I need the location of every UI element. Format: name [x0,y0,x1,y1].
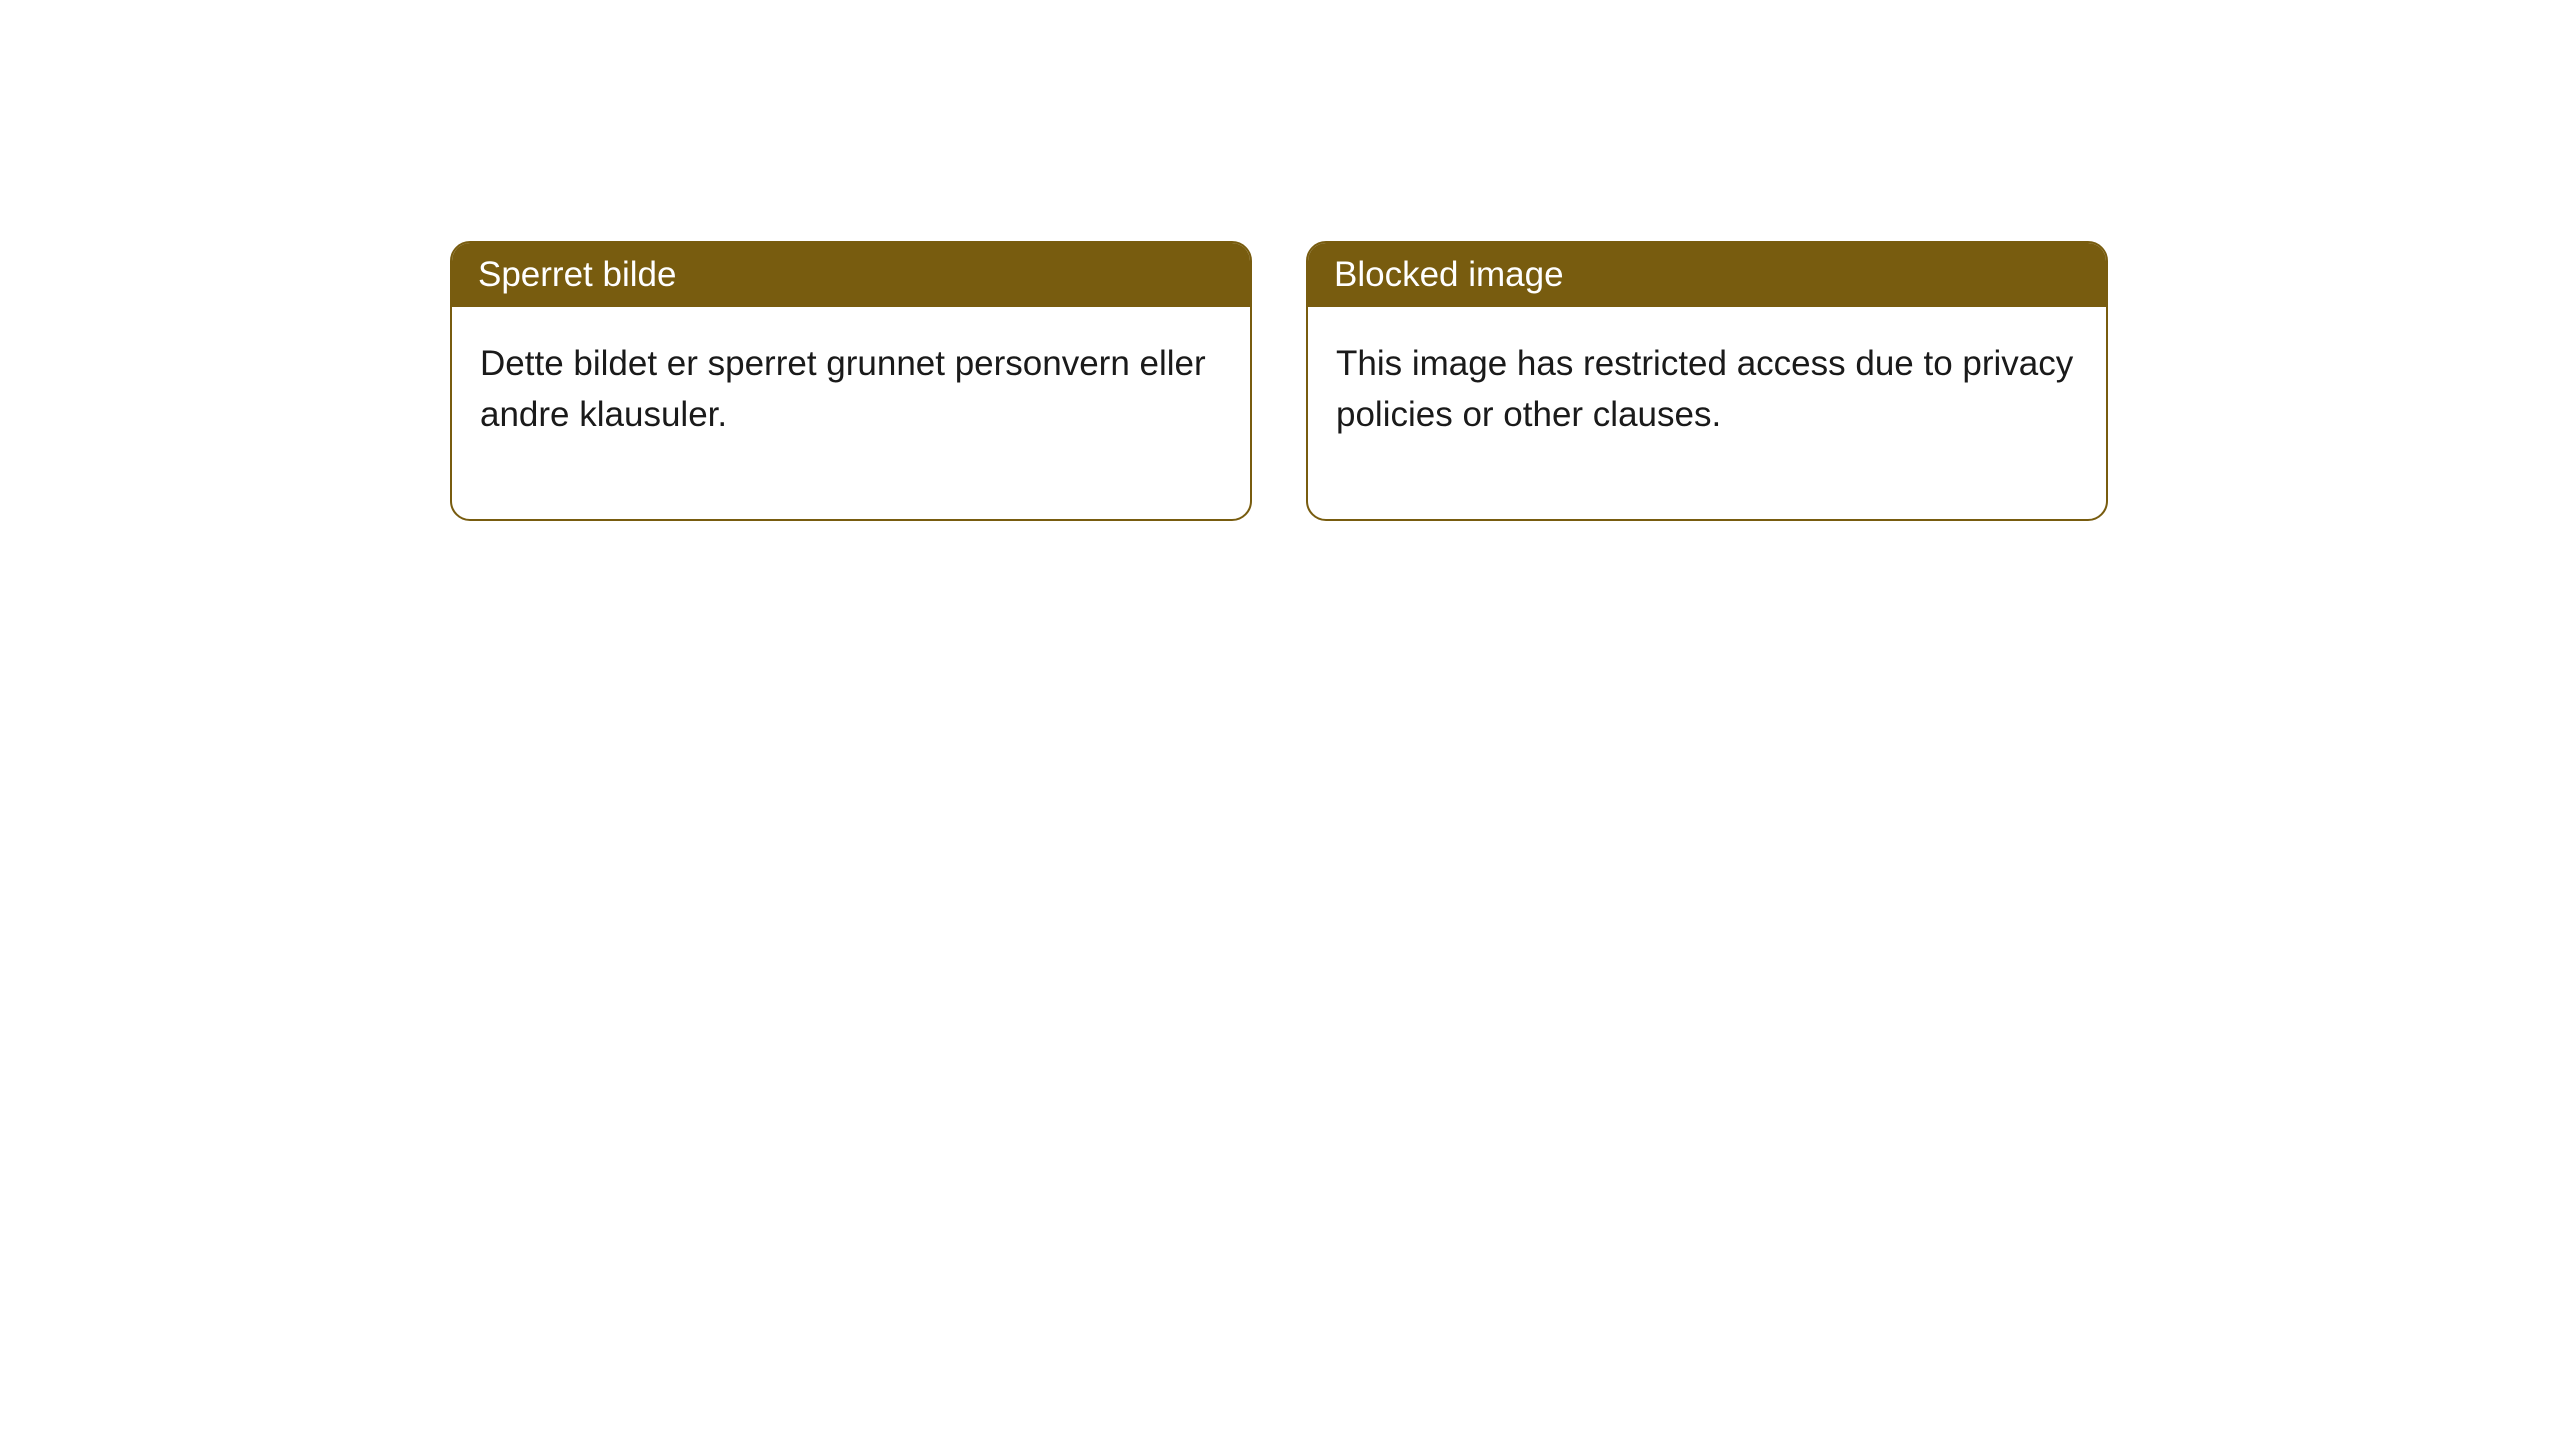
notice-card-en: Blocked image This image has restricted … [1306,241,2108,521]
notice-title-no: Sperret bilde [452,243,1250,307]
notice-container: Sperret bilde Dette bildet er sperret gr… [0,0,2560,521]
notice-title-en: Blocked image [1308,243,2106,307]
notice-body-en: This image has restricted access due to … [1308,307,2106,519]
notice-card-no: Sperret bilde Dette bildet er sperret gr… [450,241,1252,521]
notice-body-no: Dette bildet er sperret grunnet personve… [452,307,1250,519]
